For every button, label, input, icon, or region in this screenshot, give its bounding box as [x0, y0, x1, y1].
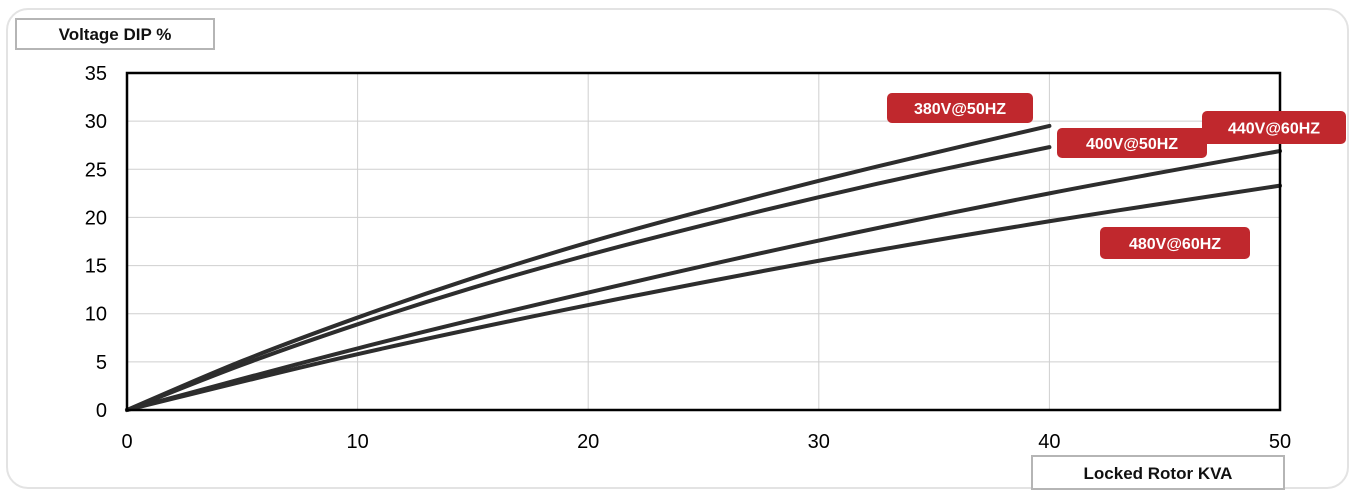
series-tag-label: 440V@60HZ — [1228, 121, 1320, 138]
y-axis-title: Voltage DIP % — [59, 25, 172, 44]
y-tick-label: 20 — [85, 207, 107, 229]
series-tag-label: 380V@50HZ — [914, 101, 1006, 118]
y-tick-label: 30 — [85, 111, 107, 133]
x-tick-label: 0 — [121, 431, 132, 453]
series-tag-3: 480V@60HZ — [1100, 227, 1250, 259]
series-labels: 380V@50HZ 400V@50HZ 440V@60HZ 480V@60HZ — [887, 93, 1346, 259]
tick-labels: 0 10 20 30 40 50 0 5 10 15 20 25 30 35 — [85, 63, 1291, 453]
y-tick-label: 5 — [96, 352, 107, 374]
series-tag-bg — [1100, 227, 1250, 259]
series-tag-label: 400V@50HZ — [1086, 136, 1178, 153]
series-tag-2: 440V@60HZ — [1202, 111, 1346, 144]
series-line-3 — [125, 183, 1282, 412]
x-tick-label: 10 — [346, 431, 368, 453]
series-lines — [125, 123, 1282, 412]
y-tick-label: 10 — [85, 304, 107, 326]
series-tag-label: 480V@60HZ — [1129, 236, 1221, 253]
x-tick-label: 40 — [1038, 431, 1060, 453]
series-tag-bg — [1202, 111, 1346, 144]
y-tick-label: 15 — [85, 256, 107, 278]
series-tag-0: 380V@50HZ — [887, 93, 1033, 123]
series-tag-1: 400V@50HZ — [1057, 128, 1207, 158]
y-tick-label: 35 — [85, 63, 107, 85]
y-tick-label: 0 — [96, 400, 107, 422]
y-tick-label: 25 — [85, 159, 107, 181]
plot-area-border — [125, 71, 1282, 412]
series-line-1 — [125, 145, 1052, 412]
x-axis-title-box: Locked Rotor KVA — [1031, 455, 1285, 490]
series-line-0 — [125, 123, 1052, 412]
x-axis-title: Locked Rotor KVA — [1084, 464, 1233, 483]
series-tag-bg — [1057, 128, 1207, 158]
x-tick-label: 50 — [1269, 431, 1291, 453]
y-axis-title-box: Voltage DIP % — [15, 18, 215, 50]
x-tick-label: 20 — [577, 431, 599, 453]
x-tick-label: 30 — [808, 431, 830, 453]
series-line-2 — [125, 148, 1282, 412]
series-tag-bg — [887, 93, 1033, 123]
